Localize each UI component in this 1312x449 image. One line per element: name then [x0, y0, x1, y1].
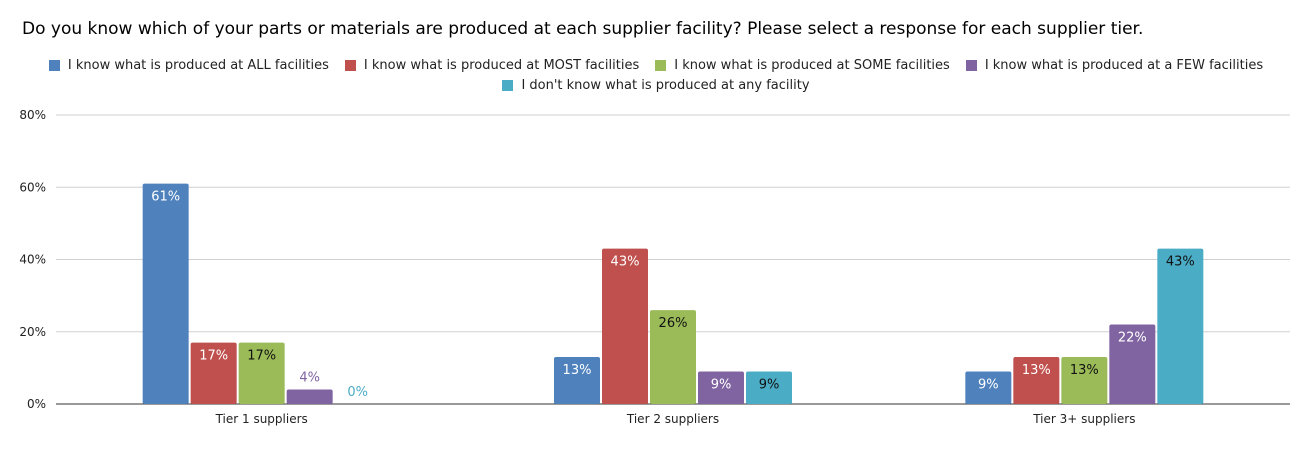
- bar: [746, 371, 792, 404]
- bar: [1157, 248, 1204, 404]
- data-label: 43%: [611, 255, 640, 270]
- data-label: 61%: [151, 190, 180, 205]
- legend-item-all: I know what is produced at ALL facilitie…: [48, 57, 329, 73]
- bar: [190, 342, 237, 404]
- legend-row-1: I know what is produced at ALL facilitie…: [0, 55, 1312, 75]
- data-label: 43%: [1166, 255, 1195, 270]
- legend-swatch-all: [48, 59, 60, 71]
- bar: [602, 248, 648, 404]
- legend-swatch-some: [655, 59, 667, 71]
- x-tick-label: Tier 3+ suppliers: [1032, 412, 1135, 426]
- bar: [1061, 357, 1108, 404]
- legend-label-none: I don't know what is produced at any fac…: [521, 77, 810, 93]
- legend: I know what is produced at ALL facilitie…: [0, 55, 1312, 95]
- data-label: 13%: [1022, 363, 1051, 378]
- legend-item-none: I don't know what is produced at any fac…: [502, 77, 810, 93]
- x-tick-label: Tier 2 suppliers: [626, 412, 719, 426]
- data-label: 9%: [759, 377, 780, 392]
- bar: [965, 371, 1012, 404]
- bar: [142, 183, 189, 404]
- y-tick-label: 40%: [19, 253, 46, 267]
- legend-swatch-few: [965, 59, 977, 71]
- data-label: 0%: [347, 385, 368, 400]
- legend-item-some: I know what is produced at SOME faciliti…: [655, 58, 950, 73]
- legend-label-most: I know what is produced at MOST faciliti…: [363, 57, 640, 73]
- chart-title: Do you know which of your parts or mater…: [22, 19, 1144, 39]
- legend-row-2: I don't know what is produced at any fac…: [0, 75, 1312, 95]
- bar: [286, 389, 333, 404]
- data-label: 13%: [563, 363, 592, 378]
- legend-item-most: I know what is produced at MOST faciliti…: [344, 57, 640, 73]
- bar: [698, 371, 744, 404]
- bar: [1013, 357, 1060, 404]
- bar: [650, 310, 696, 404]
- data-label: 26%: [659, 316, 688, 331]
- data-label: 17%: [199, 349, 228, 364]
- data-label: 17%: [247, 349, 276, 364]
- legend-swatch-none: [502, 79, 514, 91]
- data-label: 4%: [299, 371, 320, 386]
- legend-label-all: I know what is produced at ALL facilitie…: [67, 57, 329, 73]
- y-tick-label: 20%: [19, 325, 46, 339]
- y-tick-label: 80%: [19, 108, 46, 122]
- data-label: 22%: [1118, 331, 1147, 346]
- y-tick-label: 0%: [27, 397, 46, 411]
- bar: [238, 342, 285, 404]
- legend-label-some: I know what is produced at SOME faciliti…: [674, 57, 950, 73]
- data-label: 9%: [711, 377, 732, 392]
- legend-swatch-most: [344, 59, 356, 71]
- data-label: 9%: [978, 377, 999, 392]
- legend-label-few: I know what is produced at a FEW facilit…: [984, 57, 1264, 73]
- bar: [554, 357, 600, 404]
- data-label: 13%: [1070, 363, 1099, 378]
- x-tick-label: Tier 1 suppliers: [215, 412, 308, 426]
- bar: [1109, 324, 1156, 404]
- y-tick-label: 60%: [19, 180, 46, 194]
- legend-item-few: I know what is produced at a FEW facilit…: [965, 57, 1264, 73]
